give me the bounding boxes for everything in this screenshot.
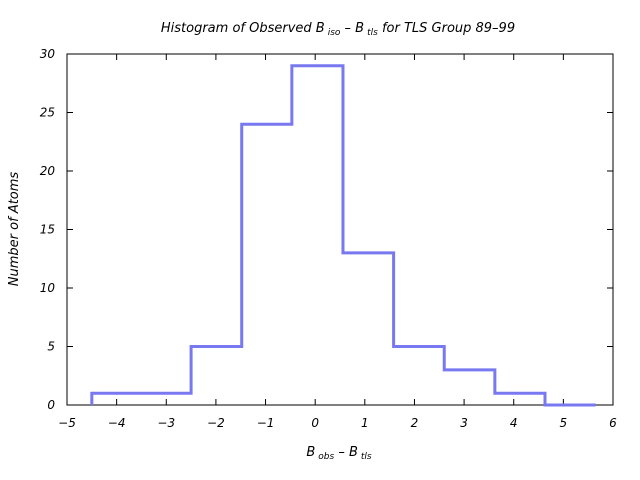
histogram-bar [292, 66, 343, 405]
axis-ticks [66, 53, 614, 406]
histogram-bar [495, 393, 545, 405]
x-tick-label: 4 [510, 416, 518, 430]
x-tick-label: −1 [257, 416, 275, 430]
histogram-bar [343, 253, 394, 405]
x-tick-label: 5 [560, 416, 568, 430]
histogram-bar [444, 370, 495, 405]
y-tick-label: 10 [40, 281, 56, 295]
x-tick-label: −5 [58, 416, 76, 430]
histogram-steps [90, 64, 596, 407]
y-tick-label: 30 [40, 47, 56, 61]
tick-labels: −5 −4 −3 −2 −1 0 1 2 3 4 5 6 0 5 10 15 20 25 30 [40, 47, 617, 430]
y-axis-title: Number of Atoms [7, 172, 22, 287]
histogram-bar [92, 393, 191, 405]
x-tick-label: −3 [157, 416, 175, 430]
x-tick-label: 2 [411, 416, 419, 430]
x-tick-label: 3 [460, 416, 468, 430]
y-tick-label: 0 [47, 398, 55, 412]
y-tick-label: 20 [40, 164, 56, 178]
histogram-bar [242, 124, 292, 405]
histogram-bar [191, 347, 242, 406]
x-tick-label: 0 [311, 416, 319, 430]
x-tick-label: −4 [108, 416, 126, 430]
histogram-bar [394, 347, 445, 406]
y-tick-label: 5 [47, 340, 55, 354]
y-tick-label: 15 [40, 223, 55, 237]
histogram-outline [90, 64, 596, 407]
x-tick-label: −2 [207, 416, 225, 430]
x-tick-label: 1 [361, 416, 369, 430]
y-tick-label: 25 [40, 106, 55, 120]
x-tick-label: 6 [609, 416, 617, 430]
